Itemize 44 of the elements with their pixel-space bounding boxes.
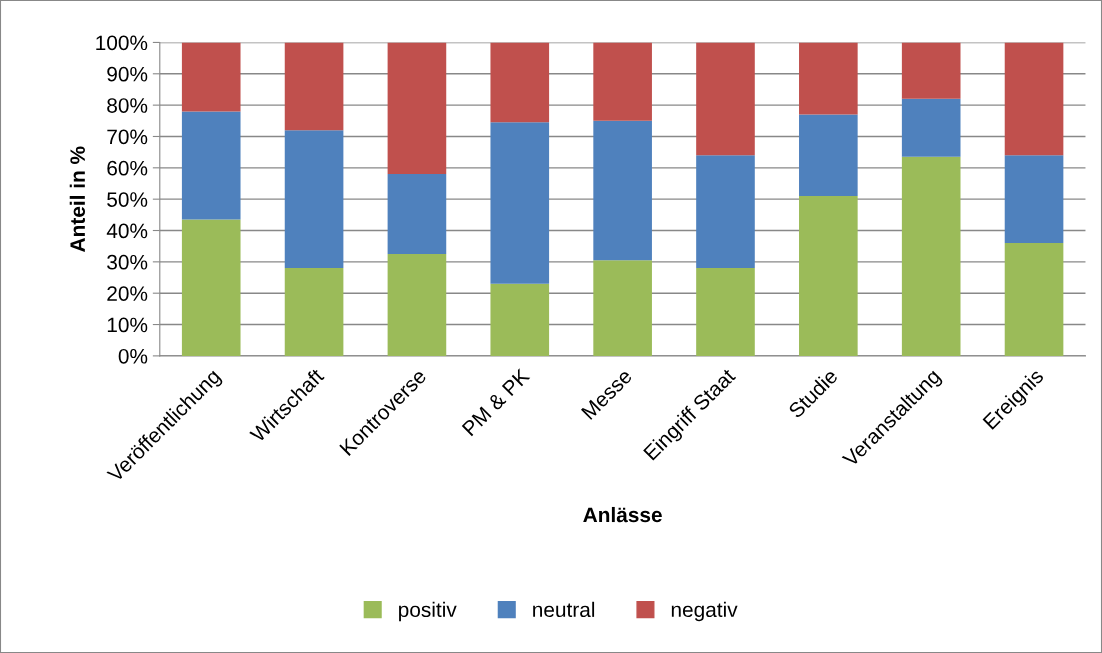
bar — [901, 156, 961, 356]
bar — [387, 174, 447, 255]
bar — [284, 42, 344, 131]
bar — [799, 42, 858, 115]
bar — [901, 98, 961, 157]
bar — [181, 219, 241, 356]
y-tick-label: 0% — [118, 348, 148, 364]
x-axis-title: Anlässe — [583, 506, 662, 523]
y-tick-label: 80% — [107, 98, 148, 113]
y-tick-label: 30% — [107, 254, 148, 270]
bar — [1004, 42, 1064, 156]
bar — [799, 114, 858, 197]
bar — [1004, 243, 1064, 356]
bar — [593, 260, 652, 356]
bar — [490, 42, 550, 123]
y-tick-label: 40% — [106, 223, 148, 239]
bar — [696, 155, 755, 269]
bar — [387, 254, 447, 356]
legend-label: negativ — [671, 601, 738, 622]
y-tick-label: 50% — [107, 192, 148, 207]
bar — [593, 42, 652, 121]
x-tick-label: PM & PK — [461, 367, 531, 437]
bar — [490, 283, 550, 356]
legend-label: neutral — [533, 601, 595, 618]
bar — [696, 268, 755, 356]
bar — [387, 42, 447, 175]
y-tick-label: 70% — [107, 129, 148, 145]
bar — [901, 42, 961, 99]
bar — [284, 130, 344, 269]
y-tick-label: 90% — [107, 66, 148, 82]
bar — [799, 196, 858, 356]
bar — [1004, 155, 1064, 244]
y-tick-label: 60% — [107, 160, 148, 176]
y-tick-label: 100% — [96, 35, 148, 51]
y-tick-label: 10% — [107, 317, 148, 333]
y-axis-title: Anteil in % — [69, 146, 86, 252]
bar — [490, 122, 550, 284]
bar — [593, 120, 652, 261]
bar — [181, 42, 241, 112]
bar — [284, 268, 344, 356]
bar — [181, 111, 241, 220]
bar — [696, 42, 755, 156]
y-tick-label: 20% — [107, 286, 148, 301]
legend-label: positiv — [399, 601, 457, 622]
